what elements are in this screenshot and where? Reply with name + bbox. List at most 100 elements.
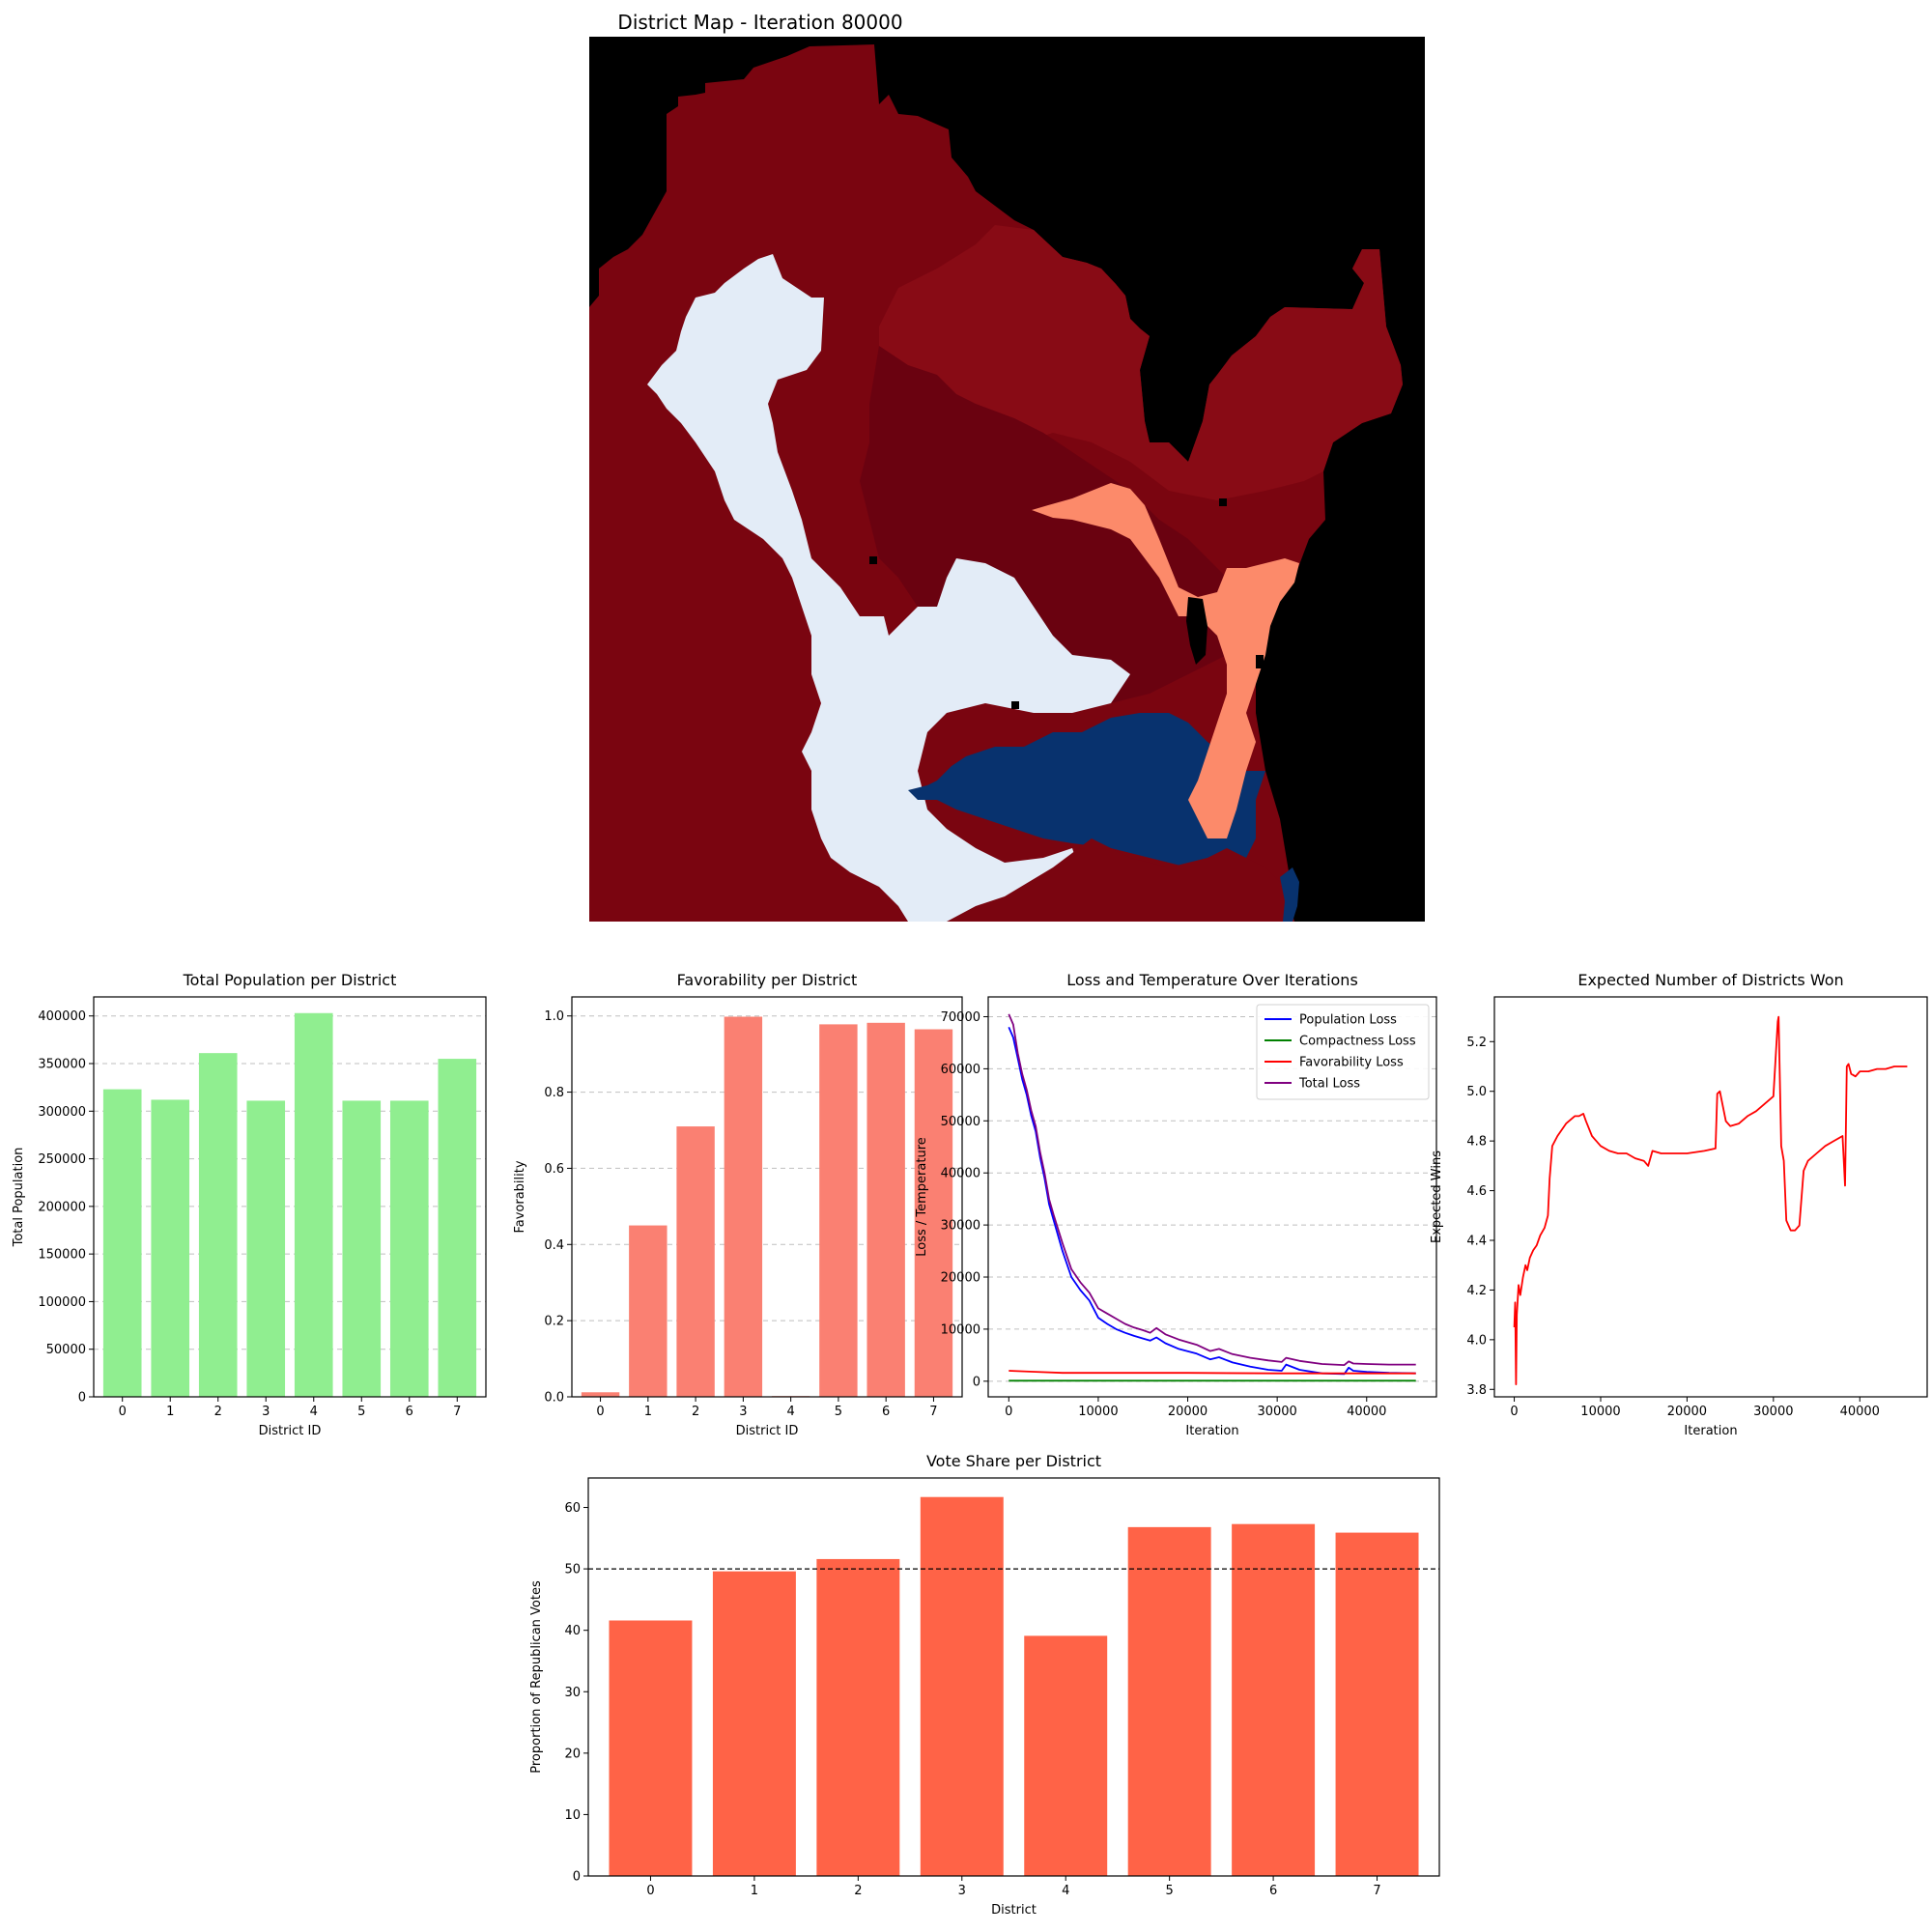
bar bbox=[676, 1126, 715, 1397]
legend-label: Population Loss bbox=[1299, 1013, 1397, 1028]
x-tick-label: 2 bbox=[692, 1405, 699, 1419]
bar bbox=[151, 1099, 190, 1397]
x-tick-label: 1 bbox=[166, 1405, 174, 1419]
x-tick-label: 6 bbox=[882, 1405, 890, 1419]
x-tick-label: 40000 bbox=[1840, 1405, 1880, 1419]
axes-frame bbox=[587, 1477, 1440, 1877]
x-tick-label: 3 bbox=[739, 1405, 747, 1419]
y-tick-label: 30000 bbox=[941, 1219, 980, 1234]
y-tick-label: 70000 bbox=[941, 1010, 980, 1025]
y-tick-label: 40000 bbox=[941, 1167, 980, 1181]
y-axis-label: Proportion of Republican Votes bbox=[529, 1580, 544, 1774]
y-axis-label: Loss / Temperature bbox=[915, 1137, 929, 1257]
x-tick-label: 6 bbox=[406, 1405, 413, 1419]
y-tick-label: 30 bbox=[564, 1686, 581, 1700]
bar bbox=[609, 1620, 693, 1876]
x-tick-label: 3 bbox=[262, 1405, 270, 1419]
population-chart: Total Population per District District ID… bbox=[12, 971, 487, 1438]
chart-title: Vote Share per District bbox=[926, 1452, 1101, 1470]
y-tick-label: 5.2 bbox=[1466, 1036, 1487, 1050]
x-tick-label: 0 bbox=[646, 1884, 654, 1898]
x-tick-label: 0 bbox=[1510, 1405, 1518, 1419]
y-tick-label: 4.6 bbox=[1466, 1184, 1487, 1199]
x-tick-label: 0 bbox=[1005, 1405, 1012, 1419]
map-title: District Map - Iteration 80000 bbox=[617, 11, 902, 34]
axes-frame bbox=[1493, 996, 1928, 1398]
lake-feature bbox=[1186, 597, 1208, 665]
series-line bbox=[1008, 1013, 1416, 1366]
y-tick-label: 50000 bbox=[941, 1115, 980, 1129]
expected-wins-chart: Expected Number of Districts Won Iteratio… bbox=[1430, 971, 1928, 1438]
favorability-chart: Favorability per District District ID Favo… bbox=[513, 971, 963, 1438]
x-tick-label: 5 bbox=[1166, 1884, 1174, 1898]
x-tick-label: 6 bbox=[1269, 1884, 1277, 1898]
y-tick-label: 0 bbox=[973, 1375, 980, 1389]
bar bbox=[1232, 1523, 1316, 1876]
axes-frame bbox=[987, 996, 1437, 1398]
x-tick-label: 2 bbox=[214, 1405, 222, 1419]
legend-label: Favorability Loss bbox=[1299, 1056, 1404, 1070]
district-region-navy bbox=[908, 713, 1265, 867]
bar bbox=[438, 1059, 477, 1397]
bar bbox=[1127, 1526, 1211, 1876]
y-axis-label: Favorability bbox=[513, 1160, 527, 1233]
bar bbox=[816, 1558, 900, 1876]
vote-share-chart: Vote Share per District District Proportio… bbox=[529, 1452, 1440, 1918]
district-map-panel: District Map - Iteration 80000 bbox=[589, 11, 1425, 922]
y-tick-label: 10 bbox=[564, 1808, 581, 1823]
x-tick-label: 10000 bbox=[1078, 1405, 1118, 1419]
axes-frame bbox=[571, 996, 963, 1398]
loss-chart: Loss and Temperature Over Iterations Iter… bbox=[915, 971, 1437, 1438]
x-tick-label: 0 bbox=[119, 1405, 127, 1419]
y-tick-label: 150000 bbox=[38, 1248, 86, 1263]
bar bbox=[294, 1012, 333, 1397]
y-tick-label: 4.0 bbox=[1466, 1333, 1487, 1348]
y-tick-label: 400000 bbox=[38, 1009, 86, 1024]
legend-label: Total Loss bbox=[1298, 1077, 1360, 1092]
bar bbox=[724, 1016, 763, 1397]
series-line bbox=[1008, 1026, 1416, 1376]
y-tick-label: 4.8 bbox=[1466, 1135, 1487, 1150]
x-tick-label: 30000 bbox=[1257, 1405, 1296, 1419]
x-axis-label: District ID bbox=[259, 1424, 322, 1438]
y-tick-label: 0.8 bbox=[544, 1086, 564, 1100]
y-tick-label: 4.2 bbox=[1466, 1284, 1487, 1298]
y-tick-label: 350000 bbox=[38, 1058, 86, 1072]
x-tick-label: 3 bbox=[958, 1884, 966, 1898]
x-tick-label: 30000 bbox=[1753, 1405, 1793, 1419]
district-region-light-blue bbox=[647, 254, 1130, 922]
y-tick-label: 300000 bbox=[38, 1105, 86, 1120]
district-region-east-strip bbox=[1280, 867, 1299, 922]
y-tick-label: 60000 bbox=[941, 1063, 980, 1077]
y-tick-label: 50 bbox=[564, 1563, 581, 1577]
y-axis-label: Total Population bbox=[12, 1148, 26, 1248]
bar bbox=[198, 1053, 238, 1397]
x-tick-label: 5 bbox=[357, 1405, 365, 1419]
bar bbox=[914, 1029, 953, 1397]
district-region-salmon bbox=[1032, 483, 1299, 838]
x-axis-label: Iteration bbox=[1684, 1424, 1737, 1438]
x-tick-label: 4 bbox=[310, 1405, 318, 1419]
bar bbox=[920, 1496, 1004, 1876]
bar bbox=[342, 1100, 382, 1397]
chart-title: Total Population per District bbox=[183, 971, 397, 989]
x-tick-label: 0 bbox=[596, 1405, 604, 1419]
y-tick-label: 20000 bbox=[941, 1271, 980, 1286]
x-tick-label: 40000 bbox=[1347, 1405, 1386, 1419]
x-tick-label: 7 bbox=[1373, 1884, 1380, 1898]
bar bbox=[389, 1100, 429, 1397]
y-tick-label: 1.0 bbox=[544, 1009, 564, 1024]
series-line bbox=[1513, 1015, 1908, 1385]
lake-dot bbox=[1219, 498, 1227, 506]
chart-title: Favorability per District bbox=[677, 971, 858, 989]
chart-title: Loss and Temperature Over Iterations bbox=[1066, 971, 1358, 989]
y-tick-label: 3.8 bbox=[1466, 1383, 1487, 1398]
y-tick-label: 200000 bbox=[38, 1200, 86, 1214]
x-tick-label: 2 bbox=[854, 1884, 862, 1898]
bar bbox=[246, 1100, 286, 1397]
bar bbox=[712, 1571, 796, 1876]
x-tick-label: 1 bbox=[644, 1405, 652, 1419]
district-region-south bbox=[947, 838, 1294, 922]
y-tick-label: 0 bbox=[573, 1870, 581, 1885]
